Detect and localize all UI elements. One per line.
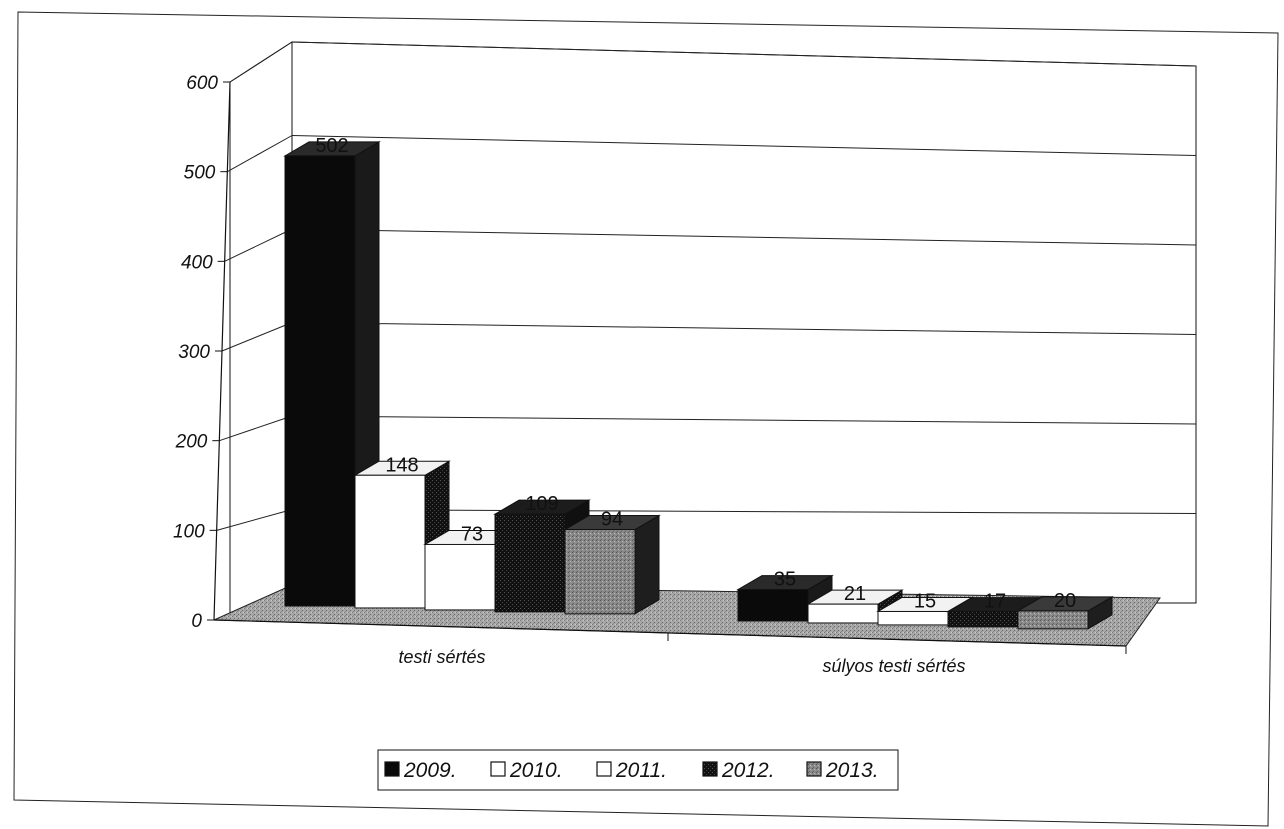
chart-border [13,11,1279,827]
bar-front [807,603,879,624]
bar-front [737,589,809,622]
gridline-side [216,509,293,531]
y-tick-label: 100 [173,521,205,542]
gridline-side [219,415,293,442]
legend-label: 2012. [721,759,775,782]
legend-item: 2010. [490,759,563,782]
y-tick-label: 200 [175,432,208,453]
bars [283,141,1114,630]
y-tick-label: 0 [191,611,202,632]
legend-item: 2012. [702,759,775,782]
y-tick-label: 600 [186,73,218,94]
gridline-side [227,135,293,173]
legend-swatch [384,761,400,777]
gridline-side [224,228,293,262]
x-axis [213,619,1127,654]
legend-swatch [490,761,506,777]
legend-label: 2011. [615,759,667,782]
data-label: 15 [914,590,936,612]
bar-front [284,155,356,607]
data-label: 17 [984,591,1006,613]
legend-item: 2011. [596,759,667,782]
data-label: 148 [385,454,418,476]
x-axis-line [213,619,1127,647]
gridline-side [229,41,293,83]
gridlines [216,41,1197,531]
category-labels: testi sértés súlyos testi sértés [398,647,965,676]
data-label: 73 [461,523,483,545]
data-labels: 502 148 73 109 94 35 21 15 17 20 [315,135,1076,613]
legend: 2009. 2010. 2011. 2012. 2013. [377,749,899,791]
gridline-back [291,322,1197,335]
bar-side [634,514,660,615]
bar-front [564,529,636,615]
bar [563,514,661,615]
plot-side-wall [229,41,293,621]
legend-item: 2013. [806,759,879,782]
y-tick-label: 500 [184,163,216,184]
legend-label: 2009. [403,759,457,782]
data-label: 20 [1054,590,1076,612]
category-label: súlyos testi sértés [822,656,965,676]
gridline-back [291,228,1197,246]
bar-front [1017,610,1089,630]
gridline-back [291,135,1197,156]
y-tick-label: 400 [181,252,213,273]
legend-swatch [806,761,822,777]
bar-front [947,611,1019,628]
bar-front [494,513,566,613]
legend-item: 2009. [384,759,457,782]
bar-front [424,543,496,611]
legend-swatch [702,761,718,777]
data-label: 94 [601,509,623,531]
data-label: 109 [525,493,558,515]
bar-front [354,474,426,609]
bar-front [877,610,949,626]
gridline-back [291,41,1197,67]
bar [1016,596,1114,630]
data-label: 502 [315,135,348,157]
category-label: testi sértés [398,647,485,667]
legend-label: 2010. [509,759,563,782]
gridline-back [291,415,1197,425]
legend-swatch [596,761,612,777]
legend-label: 2013. [825,759,879,782]
data-label: 21 [844,583,866,605]
y-tick-label: 300 [178,342,210,363]
data-label: 35 [774,569,796,591]
gridline-side [221,322,293,352]
y-ticks: 0 100 200 300 400 500 600 [173,73,230,632]
